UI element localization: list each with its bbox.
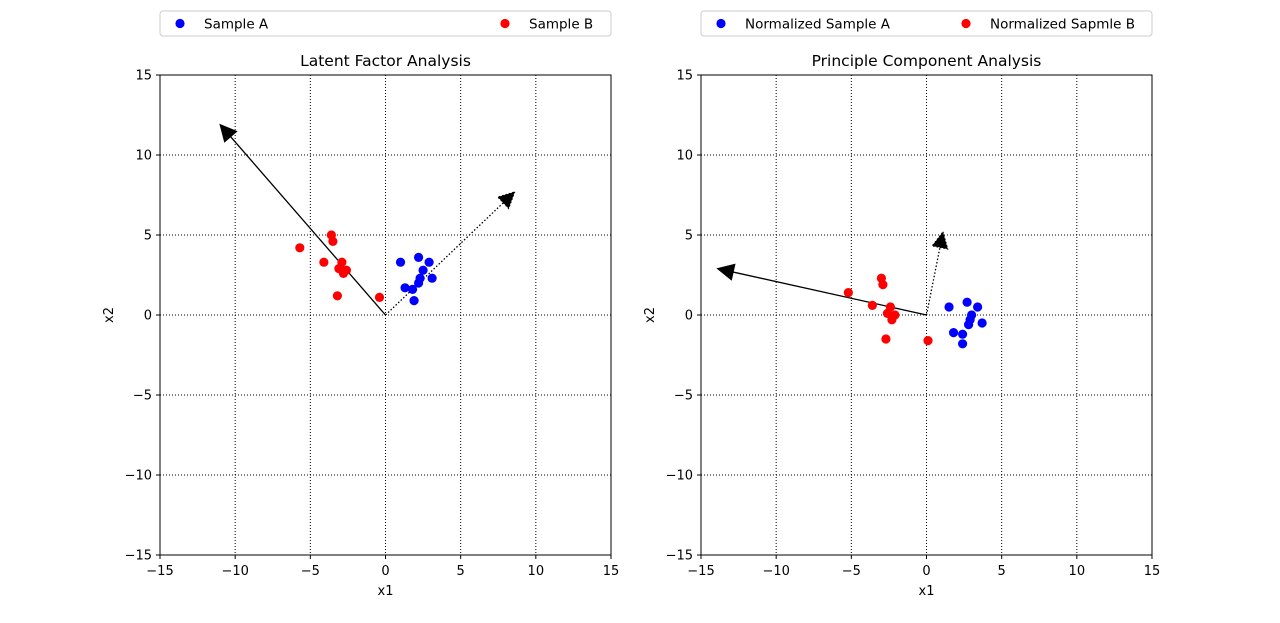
pca-vector-arrow-solid [716,263,927,316]
lfa-x-axis-label: x1 [378,584,394,599]
lfa-x-tick-label: 15 [603,564,620,579]
lfa-data-point-a [418,265,428,275]
lfa-vector-arrow-solid [219,123,386,316]
lfa-legend-marker-a [175,18,185,29]
lfa-x-tick-label: 5 [457,564,465,579]
lfa-series-b [295,230,385,302]
lfa-data-point-a [407,284,418,294]
pca-data-point-a [962,297,972,307]
lfa-data-point-b [295,243,305,253]
lfa-legend-label-b: Sample B [529,17,593,33]
lfa-data-point-b [338,268,349,278]
lfa-arrow-shaft [385,202,504,316]
pca-y-tick-label: 0 [685,309,693,324]
pca-x-tick-label: 15 [1144,564,1161,579]
lfa-grid [160,75,611,555]
lfa-data-point-b [328,236,338,246]
pca-x-tick-label: 10 [1069,564,1086,579]
lfa-x-tick-label: −5 [301,564,320,579]
lfa-x-tick-label: −15 [146,564,173,579]
lfa-data-point-b [374,292,385,302]
pca-y-tick-label: −5 [674,389,693,404]
lfa-data-point-a [413,252,424,262]
pca-data-point-a [944,302,954,312]
pca-x-tick-label: −15 [687,564,714,579]
lfa-arrow-head [219,123,238,143]
pca-data-point-a [957,339,968,349]
pca-data-point-b [887,315,897,325]
pca-y-tick-label: −15 [666,549,693,564]
lfa-y-tick-label: −10 [125,469,152,484]
pca-y-tick-label: 10 [676,149,693,164]
pca-arrow-head [931,230,949,250]
lfa-y-tick-label: 5 [144,229,152,244]
lfa-x-tick-label: 0 [381,564,389,579]
lfa-y-tick-label: 10 [135,149,152,164]
lfa-y-tick-label: −5 [133,389,152,404]
pca-grid [701,75,1152,555]
lfa-y-axis-label: x2 [102,307,117,323]
pca-vector-arrow-dotted [925,230,949,316]
lfa-x-tick-label: 10 [528,564,545,579]
lfa-data-point-a [395,257,406,267]
lfa-x-tick-label: −10 [221,564,248,579]
lfa-data-point-a [413,278,424,288]
pca-data-point-a [948,328,959,338]
pca-y-tick-label: 5 [685,229,693,244]
lfa-data-point-a [400,283,410,293]
lfa-data-point-a [424,257,434,267]
pca-data-point-a [973,302,983,312]
lfa-chart-panel: −15 −10 −5 0 5 10 15 −15 −10 −5 0 5 10 15 x1 x2 Latent F… [102,10,620,599]
pca-data-point-b [882,308,893,318]
lfa-y-tick-label: 15 [135,69,152,84]
pca-x-tick-label: −5 [842,564,861,579]
pca-legend-marker-a [716,18,726,29]
pca-series-a [944,297,987,349]
lfa-legend-marker-b [500,18,510,29]
pca-x-tick-label: 0 [922,564,930,579]
lfa-arrow-head [496,191,516,210]
pca-series-b [843,273,933,346]
lfa-data-point-b [319,257,329,267]
pca-data-point-a [963,320,974,330]
lfa-legend: Sample A Sample B [159,10,612,37]
pca-arrow-shaft [733,271,927,316]
lfa-legend-label-a: Sample A [204,17,269,33]
pca-chart-title: Principle Component Analysis [812,52,1042,70]
lfa-series-a [395,252,437,306]
pca-data-point-b [881,334,891,344]
lfa-y-tick-label: −15 [125,549,152,564]
pca-x-axis-label: x1 [919,584,935,599]
lfa-legend-frame [159,10,612,37]
pca-legend-label-a: Normalized Sample A [745,17,891,33]
pca-data-point-b [923,336,933,346]
pca-legend-label-b: Normalized Sapmle B [990,17,1135,33]
pca-legend-frame [700,10,1153,37]
lfa-y-tick-label: 0 [144,309,152,324]
pca-x-tick-label: −10 [762,564,789,579]
lfa-data-point-a [409,296,419,306]
lfa-arrow-shaft [230,136,386,316]
pca-data-point-a [977,318,987,328]
pca-chart-panel: −15 −10 −5 0 5 10 15 −15 −10 −5 0 5 10 15 x1 x2 Principl… [643,10,1161,599]
pca-data-point-b [867,300,877,310]
pca-y-tick-label: 15 [676,69,693,84]
lfa-data-point-b [332,291,342,301]
pca-arrow-head [716,263,736,281]
lfa-chart-title: Latent Factor Analysis [300,52,471,70]
pca-arrow-shaft [925,247,941,316]
pca-data-point-b [843,288,853,298]
pca-x-tick-label: 5 [998,564,1006,579]
pca-data-point-a [957,329,968,339]
pca-legend-marker-b [961,18,971,29]
pca-y-tick-label: −10 [666,469,693,484]
pca-y-axis-label: x2 [643,307,658,323]
lfa-data-point-a [427,273,437,283]
pca-data-point-b [878,280,888,290]
pca-legend: Normalized Sample A Normalized Sapmle B [700,10,1153,37]
lfa-vector-arrow-dotted [385,191,516,316]
